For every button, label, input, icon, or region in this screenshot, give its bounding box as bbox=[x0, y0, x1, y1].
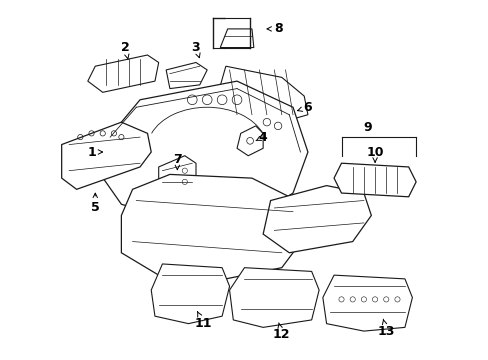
Text: 1: 1 bbox=[87, 145, 102, 158]
Polygon shape bbox=[322, 275, 411, 331]
Polygon shape bbox=[166, 63, 207, 89]
Polygon shape bbox=[159, 156, 196, 197]
Polygon shape bbox=[220, 29, 253, 48]
Text: 5: 5 bbox=[91, 193, 100, 215]
Polygon shape bbox=[88, 55, 159, 92]
Polygon shape bbox=[237, 126, 263, 156]
Text: 2: 2 bbox=[121, 41, 129, 59]
Text: 6: 6 bbox=[297, 101, 312, 114]
Text: 13: 13 bbox=[377, 319, 394, 338]
Text: 8: 8 bbox=[266, 22, 282, 35]
Polygon shape bbox=[229, 268, 319, 327]
Text: 11: 11 bbox=[194, 312, 212, 330]
Polygon shape bbox=[218, 66, 307, 122]
Polygon shape bbox=[61, 122, 151, 189]
Polygon shape bbox=[333, 163, 415, 197]
Polygon shape bbox=[263, 186, 370, 253]
Polygon shape bbox=[151, 264, 229, 324]
Text: 12: 12 bbox=[272, 323, 290, 341]
Text: 7: 7 bbox=[173, 153, 182, 170]
Text: 9: 9 bbox=[363, 121, 371, 134]
Text: 10: 10 bbox=[366, 145, 383, 162]
Text: 4: 4 bbox=[255, 131, 267, 144]
Polygon shape bbox=[95, 81, 307, 223]
Text: 3: 3 bbox=[191, 41, 200, 58]
Polygon shape bbox=[121, 174, 304, 279]
